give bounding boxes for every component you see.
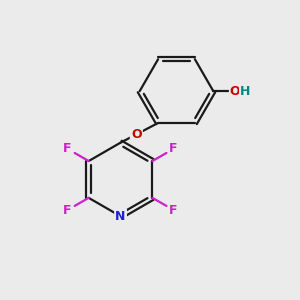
Text: O: O [230, 85, 240, 98]
Text: F: F [169, 204, 178, 217]
Text: F: F [169, 142, 178, 155]
Text: H: H [240, 85, 250, 98]
Text: F: F [63, 204, 72, 217]
Text: N: N [116, 210, 126, 223]
Text: O: O [131, 128, 142, 141]
Text: F: F [63, 142, 72, 155]
